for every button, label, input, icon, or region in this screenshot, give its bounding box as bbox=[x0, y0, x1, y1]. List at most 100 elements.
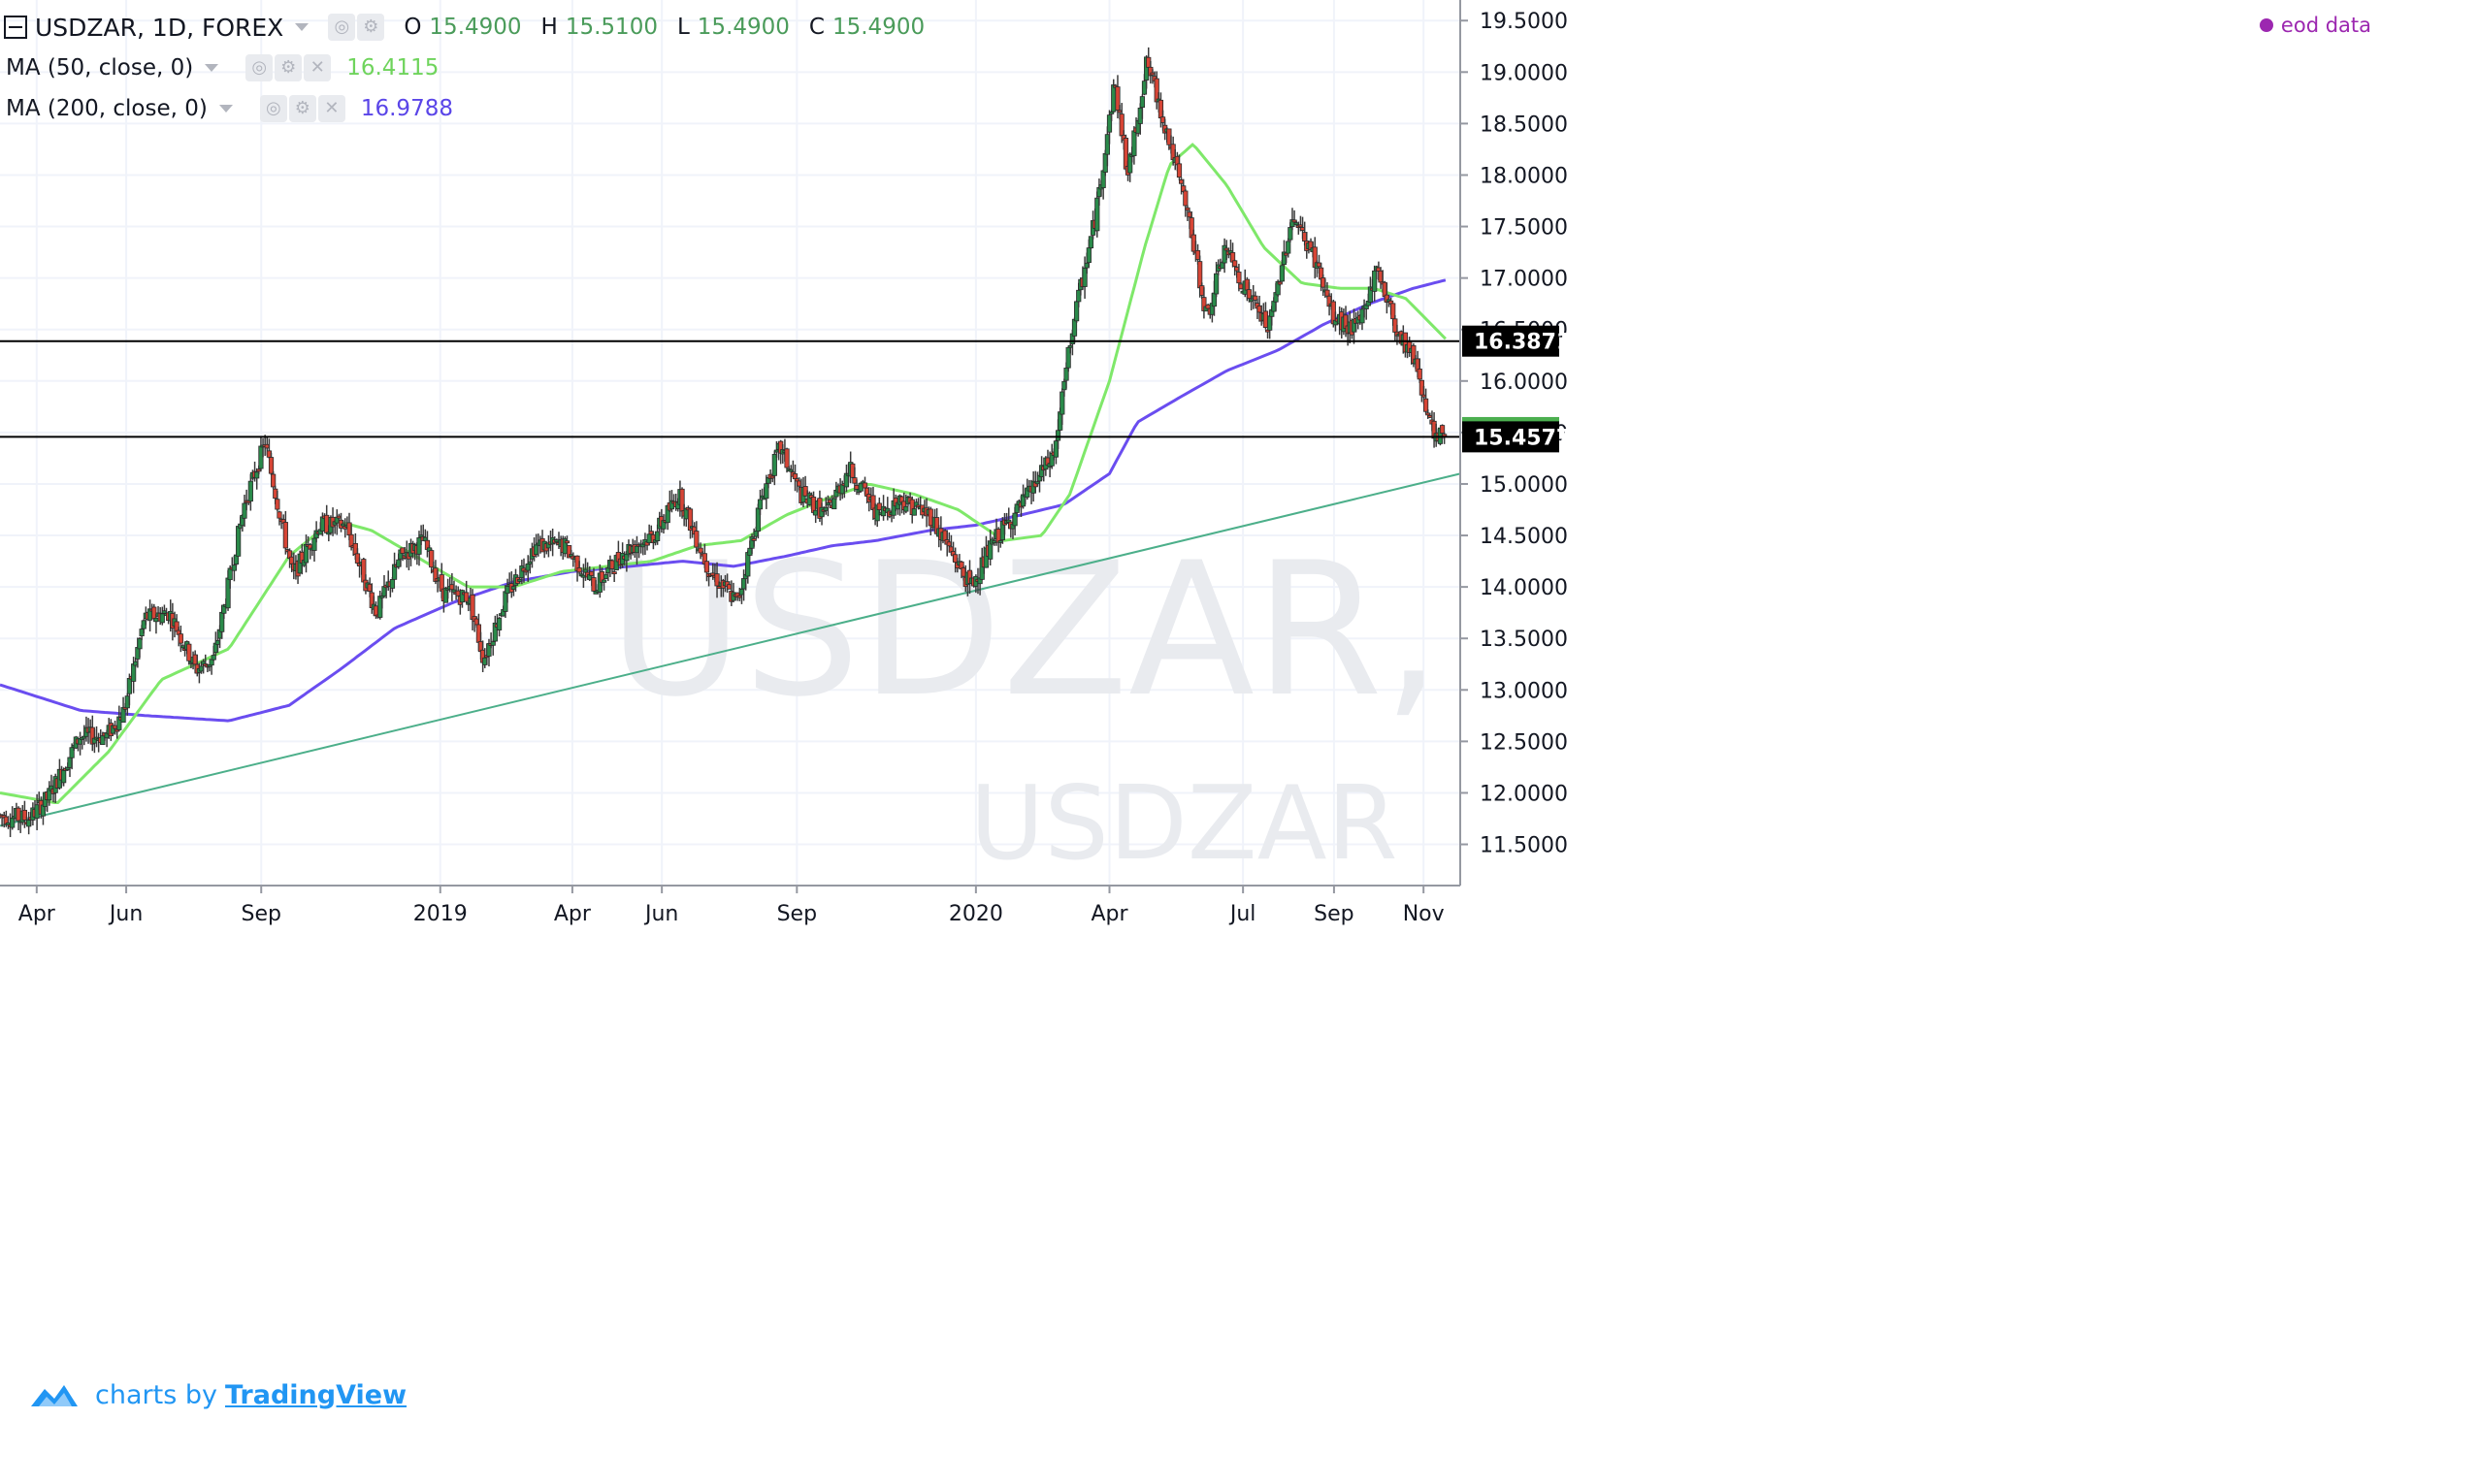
ma50-line[interactable] bbox=[0, 143, 1447, 804]
eye-icon[interactable]: ◎ bbox=[245, 54, 274, 81]
candle-body[interactable] bbox=[271, 473, 277, 488]
candle-body[interactable] bbox=[373, 605, 379, 617]
time-axis[interactable]: Apr Jun Sep 2019 Apr Jun Sep 2020 Apr Jul Sep Nov bbox=[0, 885, 1460, 926]
candle-body[interactable] bbox=[492, 622, 498, 642]
candle-body[interactable] bbox=[178, 633, 183, 644]
candle-body[interactable] bbox=[236, 526, 242, 557]
candle-body[interactable] bbox=[564, 540, 571, 544]
trendline-segment[interactable] bbox=[0, 472, 1461, 827]
ma50-menu-icon[interactable] bbox=[205, 64, 219, 72]
candle-body[interactable] bbox=[429, 550, 435, 568]
candle-body[interactable] bbox=[1094, 197, 1100, 232]
candle-body[interactable] bbox=[153, 617, 159, 623]
horizontal-lines[interactable] bbox=[0, 339, 1460, 438]
collapse-icon[interactable] bbox=[4, 16, 27, 39]
candle-body[interactable] bbox=[655, 531, 661, 541]
candle-body[interactable] bbox=[576, 567, 582, 573]
candlestick-series[interactable] bbox=[0, 47, 1448, 838]
candle-body[interactable] bbox=[159, 613, 165, 624]
candle-body[interactable] bbox=[470, 594, 475, 620]
candle-body[interactable] bbox=[389, 579, 396, 589]
candle-body[interactable] bbox=[1253, 295, 1258, 301]
ma200-line[interactable] bbox=[0, 278, 1447, 723]
candle-body[interactable] bbox=[1275, 280, 1281, 296]
candle-body[interactable] bbox=[611, 571, 617, 574]
candle-body[interactable] bbox=[254, 471, 260, 479]
candle-body[interactable] bbox=[231, 565, 238, 571]
candle-body[interactable] bbox=[1106, 114, 1113, 133]
candle-body[interactable] bbox=[1439, 425, 1446, 434]
candle-body[interactable] bbox=[876, 502, 882, 510]
candle-body[interactable] bbox=[1423, 398, 1429, 412]
candle-body[interactable] bbox=[391, 564, 398, 580]
candle-body[interactable] bbox=[771, 454, 777, 476]
candle-body[interactable] bbox=[694, 531, 700, 548]
settings-icon[interactable]: ⚙ bbox=[357, 14, 385, 41]
candle-body[interactable] bbox=[1372, 270, 1378, 292]
candle-body[interactable] bbox=[464, 592, 470, 602]
candle-body[interactable] bbox=[242, 502, 247, 519]
candle-body[interactable] bbox=[903, 505, 909, 512]
eye-icon[interactable]: ◎ bbox=[328, 14, 356, 41]
settings-icon[interactable]: ⚙ bbox=[288, 95, 316, 122]
candle-body[interactable] bbox=[416, 537, 422, 555]
candle-body[interactable] bbox=[1088, 236, 1094, 249]
candle-body[interactable] bbox=[1183, 190, 1189, 207]
candle-body[interactable] bbox=[1086, 247, 1092, 264]
candle-body[interactable] bbox=[112, 725, 118, 729]
candle-body[interactable] bbox=[268, 457, 275, 474]
candle-body[interactable] bbox=[1286, 241, 1291, 254]
candle-body[interactable] bbox=[1185, 207, 1190, 211]
candle-body[interactable] bbox=[1012, 512, 1018, 527]
candle-body[interactable] bbox=[757, 499, 764, 510]
candle-body[interactable] bbox=[16, 807, 21, 822]
candle-body[interactable] bbox=[116, 716, 122, 730]
candle-body[interactable] bbox=[1060, 391, 1065, 415]
candle-body[interactable] bbox=[496, 618, 503, 630]
candle-body[interactable] bbox=[601, 579, 607, 583]
candle-body[interactable] bbox=[61, 769, 67, 784]
candle-body[interactable] bbox=[227, 567, 233, 581]
ma50-polyline[interactable] bbox=[0, 143, 1447, 804]
candle-body[interactable] bbox=[831, 498, 837, 510]
candle-body[interactable] bbox=[1214, 273, 1220, 295]
candle-body[interactable] bbox=[1288, 227, 1293, 241]
candle-body[interactable] bbox=[784, 448, 790, 468]
candle-body[interactable] bbox=[687, 508, 694, 532]
candle-body[interactable] bbox=[1277, 281, 1283, 285]
candle-body[interactable] bbox=[911, 508, 917, 516]
candle-body[interactable] bbox=[277, 511, 282, 519]
price-axis[interactable]: 11.5000 12.0000 12.5000 13.0000 13.5000 14.00… bbox=[1459, 0, 2478, 886]
candle-body[interactable] bbox=[1262, 310, 1269, 328]
trendline[interactable] bbox=[0, 472, 1461, 827]
candle-body[interactable] bbox=[745, 552, 751, 577]
candle-body[interactable] bbox=[1417, 369, 1422, 380]
candle-body[interactable] bbox=[1367, 286, 1374, 303]
candle-body[interactable] bbox=[1246, 289, 1253, 300]
ma200-polyline[interactable] bbox=[0, 278, 1447, 723]
settings-icon[interactable]: ⚙ bbox=[275, 54, 303, 81]
candle-body[interactable] bbox=[137, 638, 143, 650]
candle-body[interactable] bbox=[1127, 153, 1133, 174]
candle-body[interactable] bbox=[275, 499, 280, 510]
candle-body[interactable] bbox=[247, 480, 253, 502]
candle-body[interactable] bbox=[490, 641, 496, 646]
candle-body[interactable] bbox=[1104, 134, 1110, 155]
ma200-menu-icon[interactable] bbox=[218, 105, 233, 113]
candle-body[interactable] bbox=[186, 643, 192, 661]
close-icon[interactable]: ✕ bbox=[304, 54, 332, 81]
candle-body[interactable] bbox=[211, 655, 216, 661]
eye-icon[interactable]: ◎ bbox=[259, 95, 287, 122]
symbol-menu-icon[interactable] bbox=[295, 23, 310, 31]
candle-body[interactable] bbox=[1279, 265, 1285, 282]
candle-body[interactable] bbox=[1236, 272, 1242, 284]
candle-body[interactable] bbox=[764, 483, 769, 500]
candle-body[interactable] bbox=[1076, 289, 1082, 303]
candle-body[interactable] bbox=[1139, 96, 1145, 109]
candle-body[interactable] bbox=[714, 573, 720, 587]
tradingview-branding[interactable]: charts by TradingView bbox=[27, 1379, 407, 1410]
candle-body[interactable] bbox=[1176, 163, 1183, 178]
candle-body[interactable] bbox=[1194, 249, 1201, 260]
candle-body[interactable] bbox=[751, 537, 757, 541]
